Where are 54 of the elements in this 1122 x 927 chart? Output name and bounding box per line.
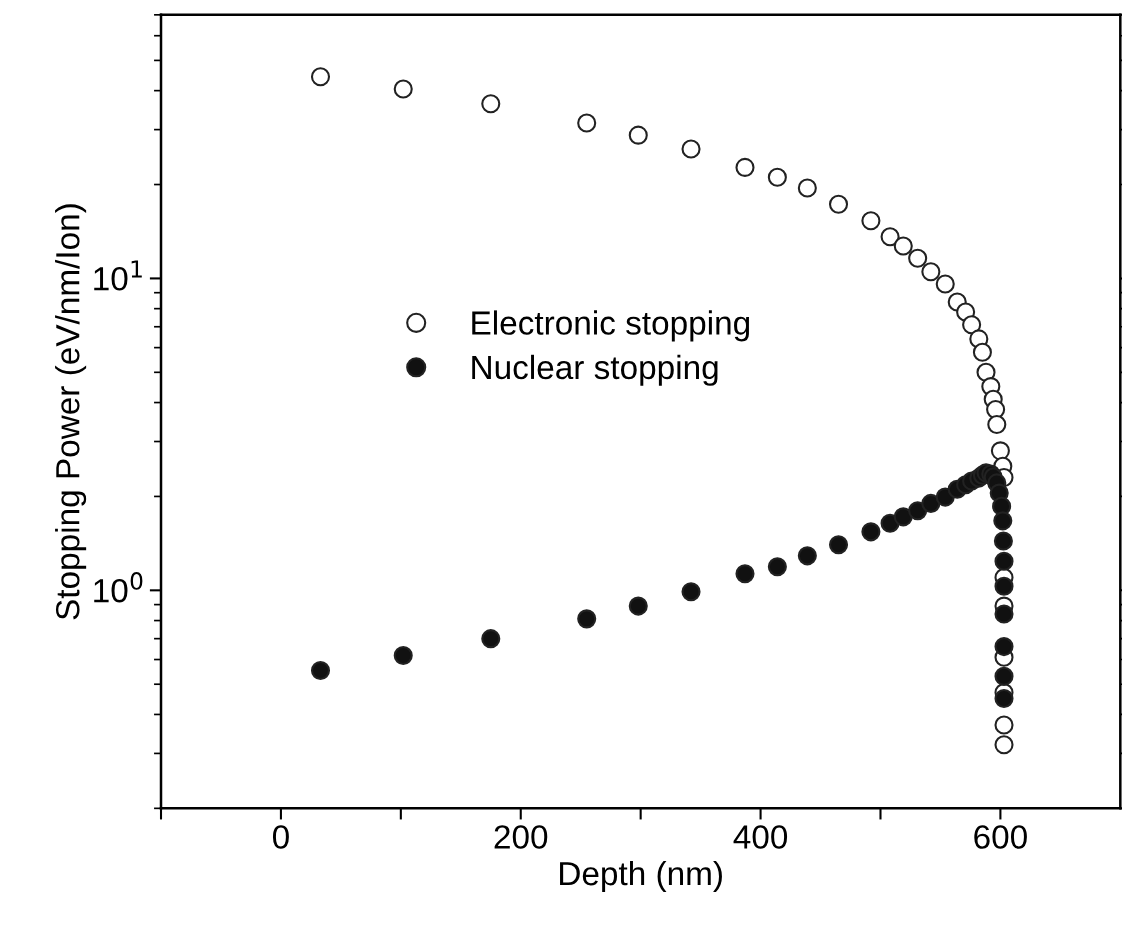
- x-tick-label: 200: [494, 825, 548, 849]
- point: [935, 274, 955, 294]
- point: [908, 248, 928, 268]
- point: [481, 94, 501, 114]
- point: [990, 441, 1010, 461]
- point: [828, 535, 849, 555]
- point: [735, 157, 755, 177]
- point: [828, 194, 849, 214]
- point: [893, 507, 913, 527]
- point: [767, 557, 787, 577]
- point: [986, 399, 1006, 420]
- point: [797, 178, 817, 198]
- point: [994, 715, 1014, 735]
- point: [310, 67, 331, 87]
- point: [987, 415, 1007, 435]
- point: [393, 79, 413, 99]
- point: [628, 596, 648, 616]
- x-axis-title: Depth (nm): [560, 860, 722, 893]
- point: [628, 125, 648, 145]
- point: [861, 211, 881, 231]
- point: [994, 604, 1014, 624]
- point: [921, 262, 941, 282]
- point: [993, 531, 1013, 551]
- point: [994, 688, 1014, 709]
- point: [681, 139, 701, 159]
- legend-label: Nuclear stopping: [472, 354, 718, 386]
- point: [310, 661, 331, 681]
- x-tick-label: 0: [272, 825, 289, 849]
- point: [880, 227, 900, 247]
- point: [393, 645, 413, 666]
- point: [577, 113, 597, 133]
- point: [681, 582, 701, 602]
- legend-label: Electronic stopping: [472, 310, 750, 342]
- point: [797, 546, 817, 566]
- point: [577, 609, 597, 629]
- point: [735, 564, 755, 584]
- point: [767, 167, 787, 187]
- x-tick-label: 400: [733, 825, 788, 849]
- point: [994, 551, 1014, 571]
- point: [962, 315, 982, 335]
- point: [921, 493, 941, 513]
- point: [993, 511, 1013, 531]
- point: [994, 735, 1014, 755]
- point: [972, 342, 992, 362]
- x-tick-label: 600: [974, 825, 1027, 849]
- point: [481, 629, 501, 649]
- y-tick-label: 10$^{1}$: [94, 260, 142, 291]
- y-tick-label: 10$^{0}$: [94, 572, 143, 603]
- point: [994, 666, 1014, 686]
- y-axis-title: Stopping Power (eV/nm/Ion): [55, 204, 87, 620]
- point: [994, 576, 1014, 596]
- point: [893, 236, 913, 256]
- point: [861, 522, 881, 542]
- point: [994, 637, 1014, 657]
